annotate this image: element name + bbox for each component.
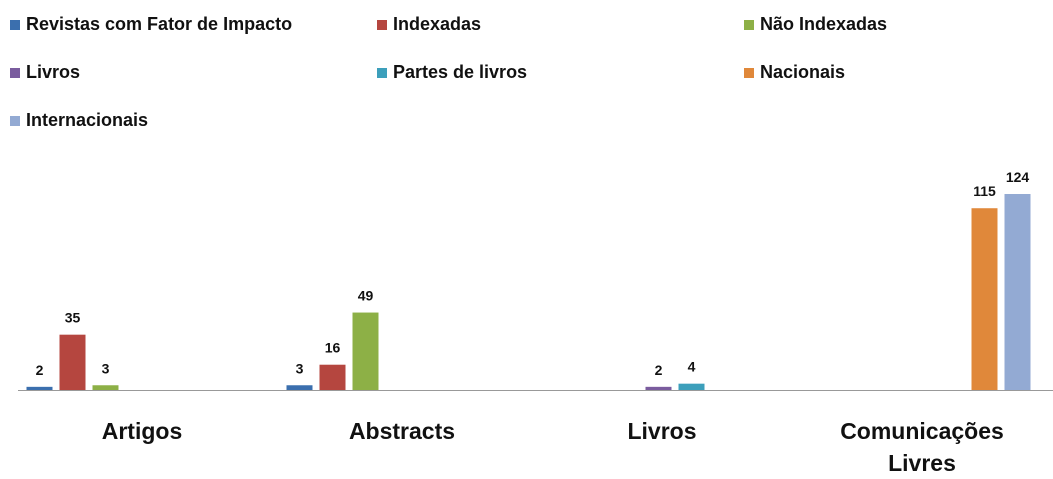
legend-swatch	[10, 67, 20, 78]
legend-swatch	[377, 67, 387, 78]
legend-label: Revistas com Fator de Impacto	[26, 14, 293, 34]
legend-label: Indexadas	[393, 14, 482, 34]
legend-swatch	[744, 67, 754, 78]
bar	[92, 385, 119, 390]
legend-item: Partes de livros	[377, 62, 527, 83]
legend-item: Livros	[10, 62, 80, 83]
data-label: 115	[973, 183, 996, 199]
legend-item: Internacionais	[10, 110, 148, 131]
bar	[678, 383, 705, 390]
bar	[645, 386, 672, 390]
data-label: 2	[36, 362, 44, 378]
x-tick-label: Artigos	[101, 418, 183, 444]
legend-swatch	[10, 115, 20, 126]
legend-swatch	[377, 19, 387, 30]
bar	[59, 334, 86, 390]
legend-item: Indexadas	[377, 14, 481, 35]
x-tick-label: Livros	[627, 418, 697, 444]
data-label: 4	[688, 359, 696, 375]
data-label: 2	[655, 362, 663, 378]
bar	[971, 208, 998, 390]
data-label: 124	[1006, 169, 1030, 185]
legend-item: Não Indexadas	[744, 14, 887, 35]
legend-label: Não Indexadas	[760, 14, 888, 34]
data-label: 16	[325, 340, 341, 356]
legend-swatch	[744, 19, 754, 30]
bar	[26, 386, 53, 390]
bar	[352, 312, 379, 390]
legend-label: Nacionais	[760, 62, 846, 82]
legend-label: Internacionais	[26, 110, 149, 130]
legend-item: Nacionais	[744, 62, 845, 83]
bar	[1004, 194, 1031, 390]
data-label: 35	[65, 310, 81, 326]
data-label: 3	[296, 360, 304, 376]
data-label: 49	[358, 288, 374, 304]
x-tick-label: Comunicações Livres	[840, 418, 1004, 476]
legend-swatch	[10, 19, 20, 30]
bar	[319, 364, 346, 390]
x-tick-label: Abstracts	[348, 418, 456, 444]
data-label: 3	[102, 360, 110, 376]
bar	[286, 385, 313, 390]
legend-item: Revistas com Fator de Impacto	[10, 14, 292, 35]
legend-label: Livros	[26, 62, 81, 82]
legend-label: Partes de livros	[393, 62, 528, 82]
